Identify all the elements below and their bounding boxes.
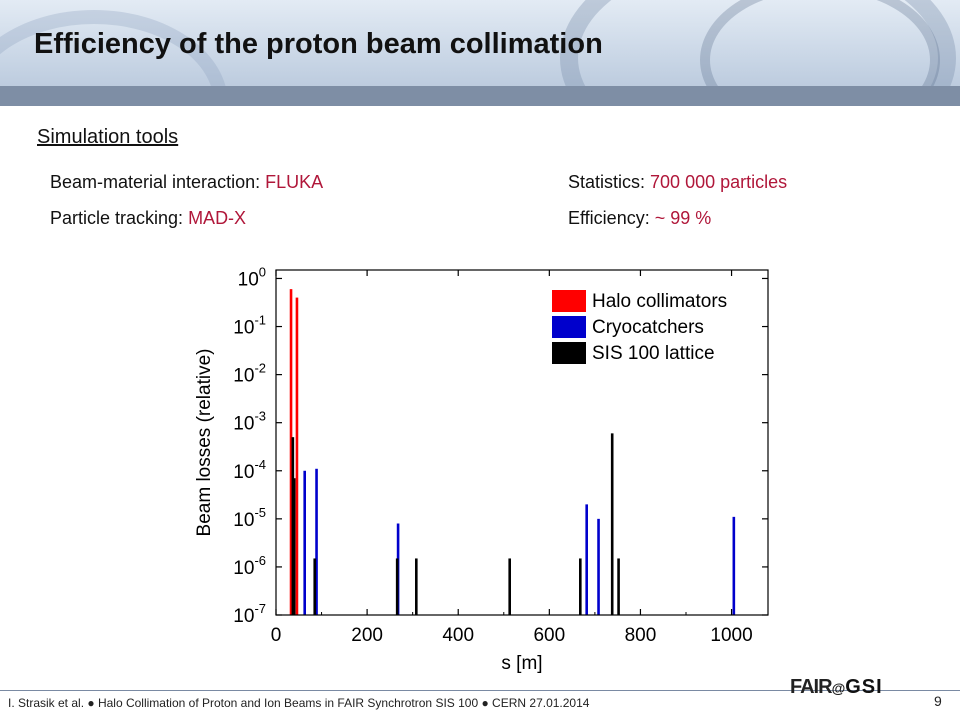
bar-sis-100-lattice-2: [313, 558, 317, 615]
statistics-line: Statistics: 700 000 particles: [568, 172, 787, 193]
header-decoration: [700, 0, 940, 106]
y-tick-label: 10-5: [233, 505, 266, 531]
y-axis-label: Beam losses (relative): [194, 349, 215, 537]
efficiency-line: Efficiency: ~ 99 %: [568, 208, 711, 229]
bar-cryocatchers-3: [585, 504, 588, 615]
particle-tracking-line: Particle tracking: MAD-X: [50, 208, 246, 229]
bar-sis-100-lattice-3: [395, 558, 399, 615]
logo-at: @: [831, 680, 846, 696]
bar-cryocatchers-0: [303, 470, 306, 615]
particle-tracking-value: MAD-X: [188, 208, 247, 228]
beam-material-label: Beam-material interaction:: [50, 172, 266, 192]
bar-sis-100-lattice-0: [291, 437, 295, 615]
bar-cryocatchers-5: [732, 516, 736, 615]
footer-divider: [0, 690, 960, 691]
plot-frame: [275, 269, 769, 616]
x-tick-label: 200: [351, 625, 383, 646]
y-tick-label: 10-6: [233, 553, 266, 579]
page-number: 9: [934, 693, 942, 709]
x-tick-label: 0: [271, 625, 282, 646]
bar-sis-100-lattice-4: [415, 558, 418, 615]
beam-material-value: FLUKA: [265, 172, 324, 192]
header-banner: [0, 0, 960, 106]
efficiency-value: ~ 99 %: [654, 208, 712, 228]
legend-label: Halo collimators: [592, 291, 727, 312]
bar-cryocatchers-1: [315, 468, 318, 615]
y-tick-label: 100: [238, 264, 266, 290]
y-tick-label: 10-7: [233, 601, 266, 627]
logo-fair: FAIR: [790, 676, 833, 698]
legend-swatch: [552, 342, 586, 364]
y-tick-label: 10-4: [233, 457, 266, 483]
bar-halo-collimators-1: [295, 297, 299, 615]
legend-label: Cryocatchers: [592, 317, 704, 338]
efficiency-label: Efficiency:: [568, 208, 655, 228]
bars-layer: [289, 289, 736, 615]
bar-halo-collimators-0: [289, 289, 293, 615]
legend-swatch: [552, 290, 586, 312]
legend-swatch: [552, 316, 586, 338]
legend: Halo collimators Cryocatchers SIS 100 latt…: [552, 290, 727, 364]
footer-text: I. Strasik et al. ● Halo Collimation of …: [8, 696, 590, 710]
bar-sis-100-lattice-6: [579, 558, 582, 615]
y-tick-label: 10-2: [233, 361, 266, 387]
x-tick-label: 800: [625, 625, 657, 646]
beam-material-line: Beam-material interaction: FLUKA: [50, 172, 323, 193]
statistics-label: Statistics:: [568, 172, 651, 192]
x-axis-label: s [m]: [501, 653, 542, 674]
bar-sis-100-lattice-1: [292, 478, 296, 615]
bar-cryocatchers-4: [597, 518, 600, 615]
slide-title: Efficiency of the proton beam collimatio…: [34, 28, 603, 60]
bar-sis-100-lattice-8: [617, 558, 620, 615]
bar-sis-100-lattice-5: [508, 558, 511, 615]
fair-gsi-logo: FAIR@GSI: [790, 676, 930, 706]
y-tick-label: 10-1: [233, 313, 266, 339]
particle-tracking-label: Particle tracking:: [50, 208, 189, 228]
bar-sis-100-lattice-7: [610, 433, 614, 615]
y-tick-label: 10-3: [233, 409, 266, 435]
logo-gsi: GSI: [845, 676, 883, 698]
statistics-value: 700 000 particles: [650, 172, 788, 192]
legend-label: SIS 100 lattice: [592, 343, 715, 364]
x-tick-label: 600: [533, 625, 565, 646]
section-subtitle: Simulation tools: [37, 126, 179, 148]
x-tick-label: 400: [442, 625, 474, 646]
header-stripe: [0, 86, 960, 106]
x-tick-label: 1000: [710, 625, 752, 646]
ticks-layer: 0 200 400 600 800 1000 10-7 10-6 10-5 10-4 10-3 10-…: [233, 264, 768, 646]
